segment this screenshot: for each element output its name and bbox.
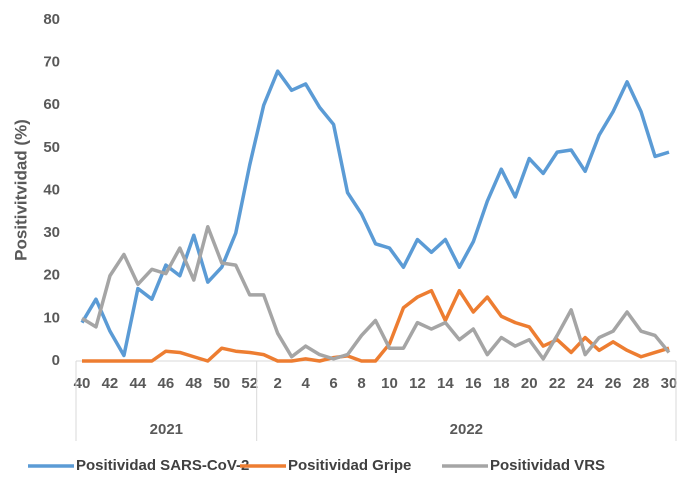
x-tick-label: 10 xyxy=(381,375,398,392)
x-tick-label: 44 xyxy=(130,375,147,392)
y-tick-label: 0 xyxy=(52,352,60,369)
x-tick-label: 40 xyxy=(74,375,91,392)
series-line xyxy=(82,288,670,363)
x-tick-label: 22 xyxy=(549,375,566,392)
x-tick-label: 6 xyxy=(329,375,337,392)
y-tick-label: 80 xyxy=(43,11,60,28)
x-group-label: 2021 xyxy=(150,421,183,438)
series-line xyxy=(81,224,671,361)
legend-label: Positividad VRS xyxy=(490,457,605,474)
legend-label: Positividad SARS-CoV-2 xyxy=(76,457,249,474)
legend-label: Positividad Gripe xyxy=(288,457,411,474)
x-tick-label: 24 xyxy=(577,375,594,392)
series-line xyxy=(80,69,670,358)
y-tick-label: 60 xyxy=(43,96,60,113)
x-tick-label: 12 xyxy=(409,375,426,392)
x-tick-label: 14 xyxy=(437,375,454,392)
x-tick-label: 18 xyxy=(493,375,510,392)
y-tick-label: 40 xyxy=(43,181,60,198)
y-tick-label: 50 xyxy=(43,139,60,156)
x-tick-label: 16 xyxy=(465,375,482,392)
y-tick-label: 20 xyxy=(43,267,60,284)
x-group-label: 2022 xyxy=(450,421,483,438)
y-axis-label: Positivitvidad (%) xyxy=(11,119,30,261)
y-tick-label: 70 xyxy=(43,54,60,71)
x-tick-label: 52 xyxy=(241,375,258,392)
y-tick-label: 30 xyxy=(43,224,60,241)
x-tick-label: 50 xyxy=(213,375,230,392)
y-tick-label: 10 xyxy=(43,309,60,326)
x-tick-label: 28 xyxy=(633,375,650,392)
x-tick-label: 48 xyxy=(185,375,202,392)
x-tick-label: 2 xyxy=(273,375,281,392)
x-tick-label: 42 xyxy=(102,375,119,392)
x-tick-label: 26 xyxy=(605,375,622,392)
x-tick-label: 30 xyxy=(661,375,678,392)
x-tick-label: 8 xyxy=(357,375,365,392)
x-tick-label: 4 xyxy=(301,375,310,392)
x-tick-label: 46 xyxy=(158,375,175,392)
x-tick-label: 20 xyxy=(521,375,538,392)
